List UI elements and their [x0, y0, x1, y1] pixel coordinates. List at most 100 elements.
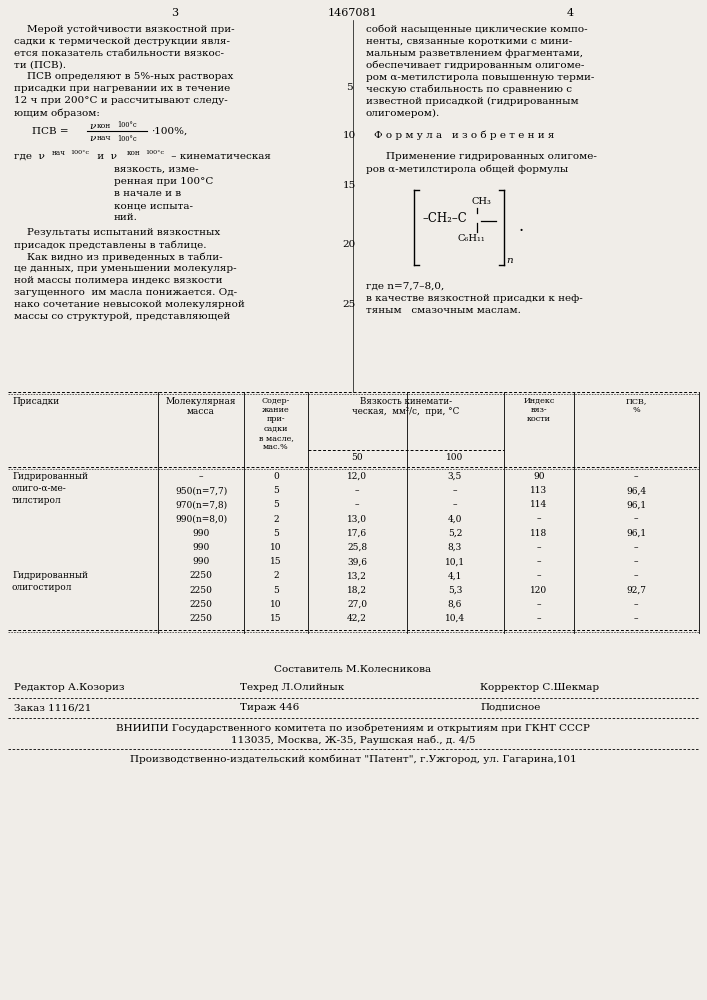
Text: Индекс
вяз-
кости: Индекс вяз- кости	[523, 397, 555, 423]
Text: Техред Л.Олийнык: Техред Л.Олийнык	[240, 683, 344, 692]
Text: – кинематическая: – кинематическая	[168, 152, 271, 161]
Text: 2250: 2250	[189, 614, 212, 623]
Text: ·100%,: ·100%,	[151, 127, 187, 136]
Text: –: –	[633, 472, 638, 481]
Text: 100°c: 100°c	[117, 121, 136, 129]
Text: ПСВ,
%: ПСВ, %	[625, 397, 647, 414]
Text: 0: 0	[273, 472, 279, 481]
Text: 2: 2	[273, 571, 279, 580]
Text: Вязкость кинемати-
ческая,  мм²/с,  при, °С: Вязкость кинемати- ческая, мм²/с, при, °…	[352, 397, 460, 416]
Text: 92,7: 92,7	[626, 586, 646, 595]
Text: 10: 10	[270, 600, 282, 609]
Text: 100: 100	[446, 453, 464, 462]
Text: и  ν: и ν	[94, 152, 117, 161]
Text: загущенного  им масла понижается. Од-: загущенного им масла понижается. Од-	[14, 288, 237, 297]
Text: Присадки: Присадки	[12, 397, 59, 406]
Text: мальным разветвлением фрагментами,: мальным разветвлением фрагментами,	[366, 49, 583, 58]
Text: –: –	[633, 557, 638, 566]
Text: Ф о р м у л а   и з о б р е т е н и я: Ф о р м у л а и з о б р е т е н и я	[374, 130, 554, 139]
Text: 113: 113	[530, 486, 547, 495]
Text: нач: нач	[97, 134, 112, 142]
Text: конце испыта-: конце испыта-	[114, 201, 193, 210]
Text: CH₃: CH₃	[471, 197, 491, 206]
Text: ти (ПСВ).: ти (ПСВ).	[14, 61, 66, 70]
Text: собой насыщенные циклические компо-: собой насыщенные циклические компо-	[366, 25, 588, 34]
Text: –: –	[355, 486, 359, 495]
Text: присадки при нагревании их в течение: присадки при нагревании их в течение	[14, 84, 230, 93]
Text: Результаты испытаний вязкостных: Результаты испытаний вязкостных	[14, 228, 221, 237]
Text: ческую стабильность по сравнению с: ческую стабильность по сравнению с	[366, 85, 572, 95]
Text: 5: 5	[273, 486, 279, 495]
Text: 39,6: 39,6	[347, 557, 367, 566]
Text: Содер-
жание
при-
садки
в масле,
мас.%: Содер- жание при- садки в масле, мас.%	[259, 397, 293, 451]
Text: 15: 15	[342, 181, 356, 190]
Text: 4,1: 4,1	[448, 571, 462, 580]
Text: 8,3: 8,3	[448, 543, 462, 552]
Text: –: –	[633, 614, 638, 623]
Text: це данных, при уменьшении молекуляр-: це данных, при уменьшении молекуляр-	[14, 264, 237, 273]
Text: Применение гидрированных олигоме-: Применение гидрированных олигоме-	[386, 152, 597, 161]
Text: 96,1: 96,1	[626, 529, 646, 538]
Text: 25: 25	[342, 300, 356, 309]
Text: 5: 5	[273, 529, 279, 538]
Text: 950(n=7,7): 950(n=7,7)	[175, 486, 227, 495]
Text: 990(n=8,0): 990(n=8,0)	[175, 515, 227, 524]
Text: 2250: 2250	[189, 571, 212, 580]
Text: 20: 20	[342, 240, 356, 249]
Text: ющим образом:: ющим образом:	[14, 108, 100, 117]
Text: кон: кон	[97, 122, 111, 130]
Text: 25,8: 25,8	[347, 543, 367, 552]
Text: олигомером).: олигомером).	[366, 109, 440, 118]
Text: олиго-α-ме-: олиго-α-ме-	[12, 484, 66, 493]
Text: известной присадкой (гидрированным: известной присадкой (гидрированным	[366, 97, 578, 106]
Text: 13,0: 13,0	[347, 515, 367, 524]
Text: ром α-метилстирола повышенную терми-: ром α-метилстирола повышенную терми-	[366, 73, 595, 82]
Text: ется показатель стабильности вязкос-: ется показатель стабильности вязкос-	[14, 49, 224, 58]
Text: 50: 50	[351, 453, 363, 462]
Text: .: .	[518, 218, 523, 235]
Text: 17,6: 17,6	[347, 529, 367, 538]
Text: 5: 5	[273, 586, 279, 595]
Text: 990: 990	[192, 543, 209, 552]
Text: –: –	[633, 515, 638, 524]
Text: 18,2: 18,2	[347, 586, 367, 595]
Text: ВНИИПИ Государственного комитета по изобретениям и открытиям при ГКНТ СССР: ВНИИПИ Государственного комитета по изоб…	[116, 723, 590, 733]
Text: 5: 5	[273, 500, 279, 509]
Text: Подписное: Подписное	[480, 703, 540, 712]
Text: Тираж 446: Тираж 446	[240, 703, 300, 712]
Text: C₆H₁₁: C₆H₁₁	[458, 234, 486, 243]
Text: 4: 4	[566, 8, 573, 18]
Text: 114: 114	[530, 500, 548, 509]
Text: нач: нач	[52, 149, 66, 157]
Text: 100°c: 100°c	[70, 150, 89, 155]
Text: присадок представлены в таблице.: присадок представлены в таблице.	[14, 240, 206, 249]
Text: ненты, связанные короткими с мини-: ненты, связанные короткими с мини-	[366, 37, 572, 46]
Text: массы со структурой, представляющей: массы со структурой, представляющей	[14, 312, 230, 321]
Text: 2250: 2250	[189, 586, 212, 595]
Text: олигостирол: олигостирол	[12, 583, 72, 592]
Text: ной массы полимера индекс вязкости: ной массы полимера индекс вязкости	[14, 276, 223, 285]
Text: 118: 118	[530, 529, 548, 538]
Text: Составитель М.Колесникова: Составитель М.Колесникова	[274, 665, 431, 674]
Text: ний.: ний.	[114, 213, 138, 222]
Text: 10: 10	[342, 131, 356, 140]
Text: 5,2: 5,2	[448, 529, 462, 538]
Text: тилстирол: тилстирол	[12, 496, 62, 505]
Text: Заказ 1116/21: Заказ 1116/21	[14, 703, 91, 712]
Text: 970(n=7,8): 970(n=7,8)	[175, 500, 227, 509]
Text: 990: 990	[192, 529, 209, 538]
Text: 1467081: 1467081	[328, 8, 378, 18]
Text: –: –	[537, 557, 542, 566]
Text: 3,5: 3,5	[448, 472, 462, 481]
Text: n: n	[506, 256, 513, 265]
Text: 113035, Москва, Ж-35, Раушская наб., д. 4/5: 113035, Москва, Ж-35, Раушская наб., д. …	[230, 735, 475, 745]
Text: 15: 15	[270, 614, 282, 623]
Text: 42,2: 42,2	[347, 614, 367, 623]
Text: –: –	[199, 472, 203, 481]
Text: 8,6: 8,6	[448, 600, 462, 609]
Text: –: –	[355, 500, 359, 509]
Text: Гидрированный: Гидрированный	[12, 571, 88, 580]
Text: –: –	[633, 571, 638, 580]
Text: нако сочетание невысокой молекулярной: нако сочетание невысокой молекулярной	[14, 300, 245, 309]
Text: тяным   смазочным маслам.: тяным смазочным маслам.	[366, 306, 521, 315]
